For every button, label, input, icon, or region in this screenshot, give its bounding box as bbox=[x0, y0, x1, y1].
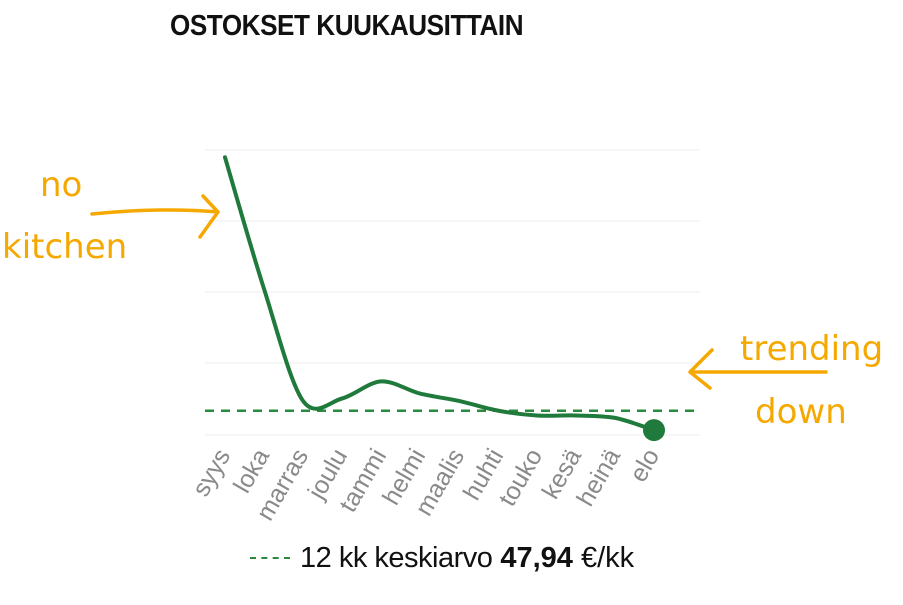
legend: 12 kk keskiarvo 47,94 €/kk bbox=[250, 538, 634, 578]
annotation-left: no kitchen bbox=[2, 165, 220, 267]
series-line bbox=[223, 155, 656, 433]
annotation-right-arrow-icon bbox=[688, 348, 828, 390]
data-point-kesä bbox=[574, 414, 578, 418]
legend-dashed-swatch bbox=[250, 557, 290, 559]
grid-lines bbox=[205, 149, 700, 436]
data-point-heinä bbox=[613, 416, 617, 420]
annotation-left-line2: kitchen bbox=[2, 227, 127, 267]
legend-label: 12 kk keskiarvo bbox=[300, 541, 493, 574]
chart-title: OSTOKSET KUUKAUSITTAIN bbox=[170, 10, 524, 42]
annotation-left-line1: no bbox=[40, 165, 82, 205]
annotation-right: trending down bbox=[688, 329, 883, 432]
data-point-helmi bbox=[418, 392, 422, 396]
data-point-syys bbox=[223, 155, 227, 159]
annotation-right-line1: trending bbox=[740, 329, 883, 369]
data-point-huhti bbox=[496, 409, 500, 413]
data-point-touko bbox=[535, 414, 539, 418]
legend-unit: €/kk bbox=[580, 541, 635, 574]
data-point-maalis bbox=[457, 399, 461, 403]
data-point-tammi bbox=[379, 379, 383, 383]
data-point-marras bbox=[301, 399, 305, 403]
last-point-marker bbox=[643, 419, 665, 442]
data-point-joulu bbox=[340, 396, 344, 400]
x-tick-label: syys bbox=[187, 444, 236, 501]
data-points bbox=[223, 155, 656, 432]
annotation-right-line2: down bbox=[755, 392, 847, 432]
annotation-left-arrow-icon bbox=[90, 194, 220, 239]
data-point-loka bbox=[262, 287, 266, 291]
x-tick-label: elo bbox=[624, 444, 665, 487]
legend-average-value: 47,94 bbox=[500, 541, 573, 574]
x-tick-labels: syyslokamarrasjoulutammihelmimaalishuhti… bbox=[187, 444, 665, 525]
